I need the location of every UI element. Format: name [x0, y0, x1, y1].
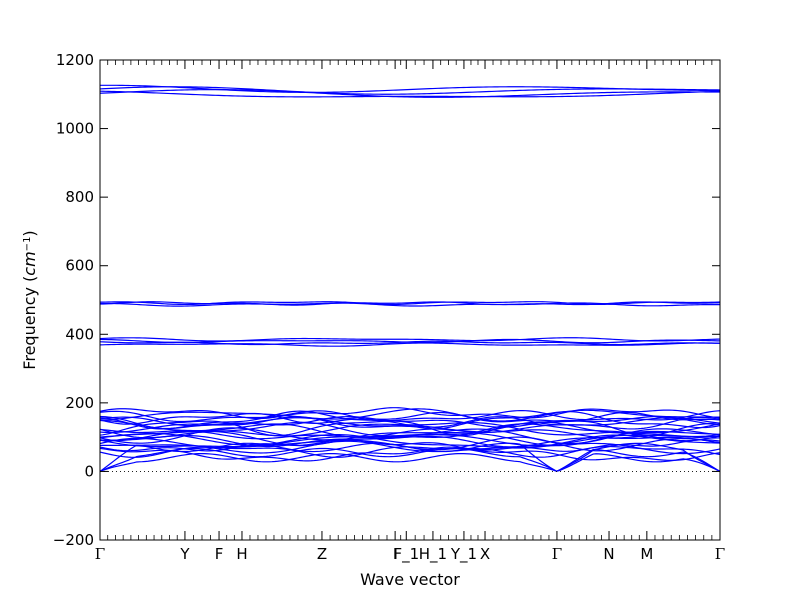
band-line	[99, 452, 721, 472]
band-line	[99, 407, 721, 420]
y-tick-label: 200	[65, 394, 94, 412]
band-line	[99, 342, 721, 347]
y-tick-label: −200	[53, 531, 94, 549]
x-axis-label: Wave vector	[360, 570, 460, 589]
x-tick-label: Γ	[715, 545, 725, 563]
y-tick-label: 600	[65, 257, 94, 275]
y-tick-label: 1000	[56, 120, 94, 138]
band-line	[99, 84, 721, 93]
x-tick-label: M	[640, 545, 653, 563]
y-axis-label: Frequency (cm−1)	[20, 230, 39, 369]
y-tick-label: 800	[65, 188, 94, 206]
x-tick-label: Z	[317, 545, 327, 563]
y-tick-labels: −200 0 200 400 600 800 1000 1200	[53, 51, 94, 549]
band-line	[99, 409, 721, 423]
x-tick-label: F	[215, 545, 224, 563]
band-line	[99, 301, 721, 306]
band-line	[99, 419, 721, 437]
x-tick-label: F_1	[393, 545, 419, 564]
y-axis-label-unit: cm	[20, 251, 39, 275]
x-tick-label: H	[236, 545, 247, 563]
x-tick-label: X	[480, 545, 490, 563]
x-tick-label: Γ	[95, 545, 105, 563]
x-tick-label: I	[393, 545, 397, 563]
y-axis-label-prefix: Frequency (	[20, 276, 39, 370]
y-tick-label: 0	[84, 462, 94, 480]
band-line	[99, 415, 721, 428]
y-axis-label-suffix: )	[20, 230, 39, 236]
x-tick-label: Γ	[552, 545, 562, 563]
band-line	[99, 338, 721, 344]
band-line	[99, 90, 721, 98]
y-tick-label: 1200	[56, 51, 94, 69]
band-line	[99, 411, 721, 425]
band-line	[99, 410, 721, 430]
band-line	[99, 446, 721, 462]
band-line	[99, 89, 721, 98]
y-axis-label-unit-exponent: −1	[22, 237, 33, 252]
y-tick-label: 400	[65, 325, 94, 343]
x-tick-label: H_1	[419, 545, 447, 564]
bands-layer	[99, 84, 721, 472]
x-tick-labels: Γ Y F H Z IF_1 H_1 Y_1 X Γ N M Γ	[95, 545, 725, 564]
band-line	[99, 447, 721, 472]
x-tick-label: N	[603, 545, 614, 563]
x-tick-label: Y_1	[450, 545, 477, 564]
band-line	[99, 337, 721, 342]
x-tick-label: Y	[179, 545, 190, 563]
plot-frame	[99, 59, 721, 541]
band-line	[99, 420, 721, 437]
